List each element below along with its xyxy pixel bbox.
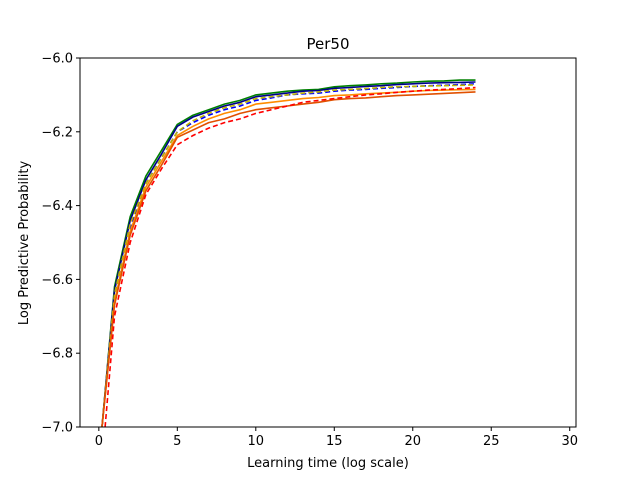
y-tick-label: −6.4 bbox=[41, 199, 73, 214]
series-layer bbox=[101, 79, 476, 427]
series-line-7 bbox=[104, 86, 476, 427]
y-tick-label: −7.0 bbox=[41, 421, 73, 436]
plot-frame bbox=[79, 57, 577, 428]
x-tick-label: 30 bbox=[561, 434, 578, 449]
series-line-5 bbox=[101, 88, 476, 427]
series-line-1 bbox=[101, 79, 476, 427]
y-tick-label: −6.2 bbox=[41, 125, 73, 140]
y-tick-label: −6.6 bbox=[41, 273, 73, 288]
x-tick-label: 5 bbox=[173, 434, 181, 449]
x-tick-label: 0 bbox=[95, 434, 103, 449]
y-axis: −7.0 −6.8 −6.6 −6.4 −6.2 −6.0 bbox=[41, 52, 80, 436]
y-tick-label: −6.0 bbox=[41, 52, 73, 67]
series-line-4 bbox=[101, 84, 476, 427]
series-line-6 bbox=[101, 91, 476, 427]
x-axis-label: Learning time (log scale) bbox=[247, 456, 409, 471]
x-tick-label: 10 bbox=[248, 434, 265, 449]
chart-title: Per50 bbox=[307, 35, 350, 53]
x-tick-label: 25 bbox=[483, 434, 500, 449]
series-line-2 bbox=[101, 81, 476, 427]
x-axis: 0 5 10 15 20 25 30 bbox=[95, 427, 578, 449]
x-tick-label: 15 bbox=[326, 434, 343, 449]
y-axis-label: Log Predictive Probability bbox=[17, 161, 32, 326]
y-tick-label: −6.8 bbox=[41, 347, 73, 362]
x-tick-label: 20 bbox=[404, 434, 421, 449]
series-line-3 bbox=[101, 83, 476, 427]
